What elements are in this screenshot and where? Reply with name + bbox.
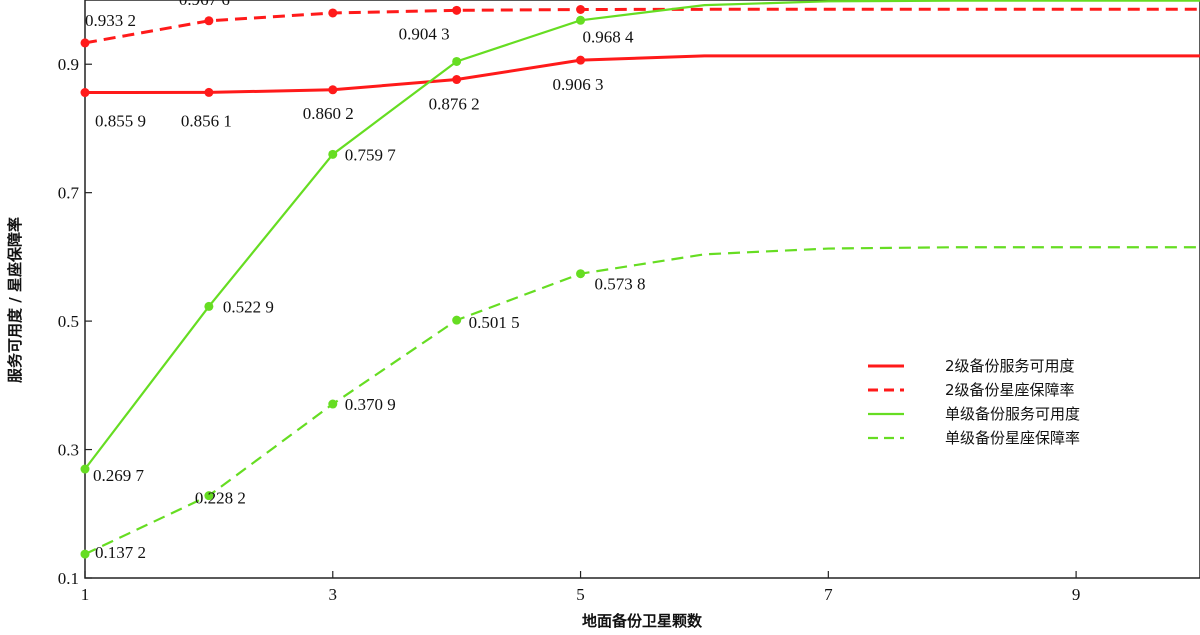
series-line-1 — [84, 7, 1200, 45]
y-tick-label: 0.7 — [58, 184, 80, 203]
legend-label: 2级备份服务可用度 — [945, 357, 1075, 375]
data-point — [576, 5, 586, 15]
data-label: 0.855 9 — [95, 112, 146, 131]
data-point — [328, 149, 338, 159]
data-label: 0.501 5 — [469, 313, 520, 332]
legend-label: 2级备份星座保障率 — [945, 381, 1075, 399]
data-point — [80, 549, 90, 559]
y-tick-label: 0.9 — [58, 55, 79, 74]
data-label: 0.137 2 — [95, 543, 146, 562]
x-tick-label: 9 — [1072, 585, 1081, 604]
data-label: 0.269 7 — [93, 466, 145, 485]
data-point — [452, 315, 462, 325]
data-point — [80, 464, 90, 474]
data-label: 0.860 2 — [303, 104, 354, 123]
legend-label: 单级备份星座保障率 — [945, 429, 1080, 447]
data-label: 0.904 3 — [399, 24, 450, 43]
data-label: 0.979 8 — [303, 0, 354, 1]
x-tick-label: 7 — [824, 585, 833, 604]
data-label: 0.968 4 — [583, 27, 635, 46]
data-label: 0.856 1 — [181, 111, 232, 130]
data-point — [452, 56, 462, 66]
y-axis: 0.1 0.3 0.5 0.7 0.9 — [58, 55, 92, 588]
data-point — [204, 16, 214, 26]
data-label: 0.228 2 — [195, 489, 246, 508]
x-axis: 1 3 5 7 9 — [81, 571, 1081, 604]
y-tick-label: 0.1 — [58, 569, 79, 588]
series-layer — [80, 0, 1200, 559]
y-tick-label: 0.3 — [58, 441, 79, 460]
series-line-3 — [84, 246, 1200, 556]
data-labels: 0.855 9 0.856 1 0.860 2 0.876 2 0.906 3 0.933… — [85, 0, 646, 562]
series-line-2 — [84, 0, 1200, 470]
data-point — [204, 301, 214, 311]
data-label: 0.967 6 — [179, 0, 230, 9]
plot-frame — [84, 0, 1200, 579]
data-point — [328, 399, 338, 409]
data-point — [328, 8, 338, 18]
data-point — [452, 5, 462, 15]
data-label: 0.522 9 — [223, 297, 274, 316]
x-axis-title: 地面备份卫星颗数 — [582, 612, 703, 630]
x-tick-label: 3 — [329, 585, 338, 604]
data-label: 0.573 8 — [595, 275, 646, 294]
series-line-0 — [84, 54, 1200, 95]
data-point — [204, 491, 214, 501]
x-tick-label: 1 — [81, 585, 90, 604]
y-axis-title: 服务可用度 / 星座保障率 — [6, 217, 24, 383]
data-label: 0.370 9 — [345, 395, 396, 414]
x-tick-label: 5 — [576, 585, 585, 604]
data-label: 0.906 3 — [553, 75, 604, 94]
data-point — [204, 87, 214, 97]
data-point — [576, 15, 586, 25]
data-point — [576, 269, 586, 279]
data-point — [452, 75, 462, 85]
data-label: 0.759 7 — [345, 145, 397, 164]
data-point — [80, 38, 90, 48]
y-tick-label: 0.5 — [58, 312, 79, 331]
data-label: 0.933 2 — [85, 11, 136, 30]
data-point — [328, 85, 338, 95]
data-label: 0.876 2 — [429, 95, 480, 114]
legend-label: 单级备份服务可用度 — [945, 405, 1080, 423]
data-point — [576, 55, 586, 65]
data-point — [80, 88, 90, 98]
